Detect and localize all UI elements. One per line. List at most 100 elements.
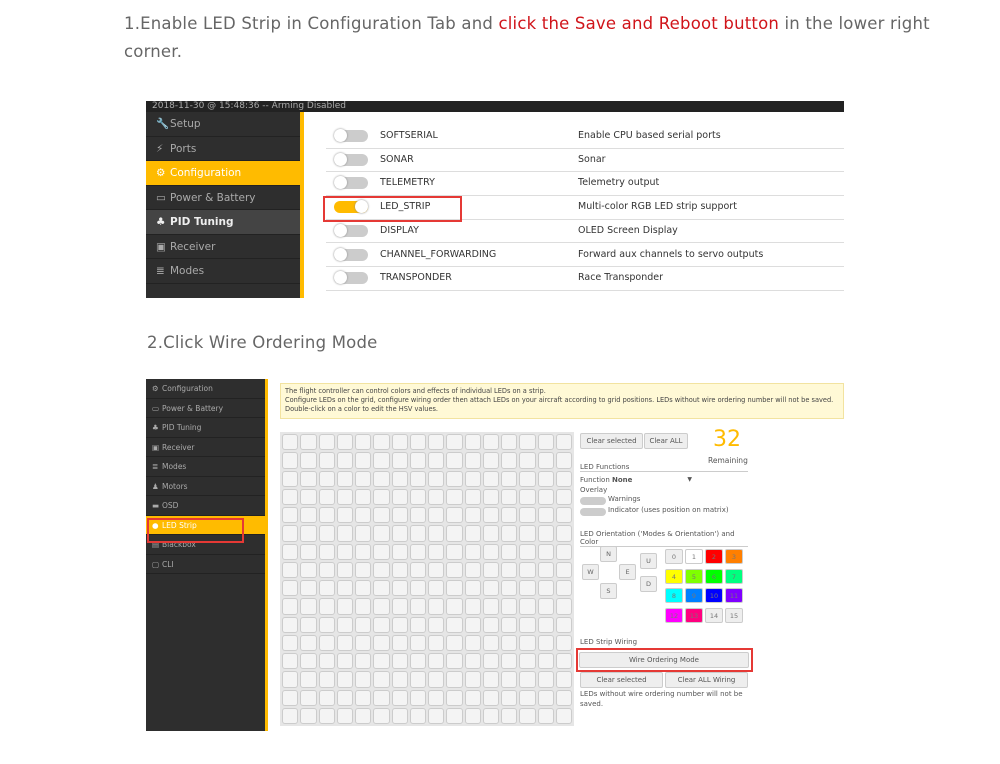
led-cell[interactable]	[501, 525, 518, 542]
warnings-toggle[interactable]	[580, 497, 606, 505]
wire-ordering-mode-button[interactable]: Wire Ordering Mode	[579, 652, 749, 668]
led-cell[interactable]	[446, 707, 463, 724]
led-cell[interactable]	[409, 470, 426, 487]
led-cell[interactable]	[391, 671, 408, 688]
sidebar-item-modes[interactable]: ≣ Modes	[146, 259, 300, 284]
led-cell[interactable]	[555, 525, 572, 542]
led-cell[interactable]	[373, 452, 390, 469]
led-cell[interactable]	[355, 598, 372, 615]
led-cell[interactable]	[300, 434, 317, 451]
color-swatch[interactable]: 7	[725, 568, 743, 584]
led-cell[interactable]	[446, 434, 463, 451]
led-cell[interactable]	[409, 525, 426, 542]
led-cell[interactable]	[428, 689, 445, 706]
led-cell[interactable]	[428, 488, 445, 505]
led-cell[interactable]	[409, 634, 426, 651]
led-cell[interactable]	[318, 561, 335, 578]
color-swatch[interactable]: 5	[685, 568, 703, 584]
led-cell[interactable]	[555, 507, 572, 524]
led-cell[interactable]	[300, 653, 317, 670]
led-cell[interactable]	[428, 707, 445, 724]
led-cell[interactable]	[391, 525, 408, 542]
led-cell[interactable]	[482, 452, 499, 469]
led-cell[interactable]	[482, 580, 499, 597]
led-cell[interactable]	[519, 598, 536, 615]
led-cell[interactable]	[373, 598, 390, 615]
led-cell[interactable]	[519, 671, 536, 688]
led-cell[interactable]	[409, 434, 426, 451]
color-swatch[interactable]: 6	[705, 568, 723, 584]
sidebar-item-receiver[interactable]: ▣ Receiver	[146, 235, 300, 259]
color-swatch[interactable]: 4	[665, 568, 683, 584]
led-cell[interactable]	[409, 671, 426, 688]
led-cell[interactable]	[282, 707, 299, 724]
color-swatch[interactable]: 3	[725, 549, 743, 564]
led-cell[interactable]	[391, 470, 408, 487]
led-cell[interactable]	[428, 507, 445, 524]
led-cell[interactable]	[446, 470, 463, 487]
direction-u-button[interactable]: U	[640, 553, 657, 569]
indicator-toggle[interactable]	[580, 508, 606, 516]
color-swatch[interactable]: 2	[705, 549, 723, 564]
led-cell[interactable]	[300, 452, 317, 469]
color-swatch[interactable]: 13	[685, 607, 703, 623]
led-cell[interactable]	[373, 434, 390, 451]
led-cell[interactable]	[373, 488, 390, 505]
led-cell[interactable]	[282, 671, 299, 688]
led-cell[interactable]	[336, 452, 353, 469]
led-cell[interactable]	[282, 653, 299, 670]
led-cell[interactable]	[300, 488, 317, 505]
color-swatch[interactable]: 1	[685, 549, 703, 564]
led-cell[interactable]	[300, 616, 317, 633]
color-swatch[interactable]: 0	[665, 549, 683, 564]
led-cell[interactable]	[318, 689, 335, 706]
led-cell[interactable]	[464, 634, 481, 651]
led-cell[interactable]	[537, 616, 554, 633]
led-cell[interactable]	[282, 488, 299, 505]
led-cell[interactable]	[355, 525, 372, 542]
led-cell[interactable]	[300, 580, 317, 597]
direction-d-button[interactable]: D	[640, 576, 657, 592]
led-cell[interactable]	[519, 470, 536, 487]
led-cell[interactable]	[318, 470, 335, 487]
led-cell[interactable]	[282, 525, 299, 542]
led-cell[interactable]	[519, 561, 536, 578]
led-cell[interactable]	[519, 634, 536, 651]
led-cell[interactable]	[391, 634, 408, 651]
led-cell[interactable]	[336, 507, 353, 524]
led-cell[interactable]	[336, 671, 353, 688]
led-cell[interactable]	[282, 561, 299, 578]
led-cell[interactable]	[519, 653, 536, 670]
led-cell[interactable]	[537, 470, 554, 487]
led-cell[interactable]	[373, 507, 390, 524]
led-cell[interactable]	[464, 580, 481, 597]
led-cell[interactable]	[336, 707, 353, 724]
led-cell[interactable]	[501, 434, 518, 451]
led-cell[interactable]	[482, 488, 499, 505]
led-cell[interactable]	[373, 634, 390, 651]
led-cell[interactable]	[537, 507, 554, 524]
clear-selected-wiring-button[interactable]: Clear selected	[580, 672, 663, 688]
led-cell[interactable]	[555, 671, 572, 688]
led-cell[interactable]	[537, 580, 554, 597]
led-cell[interactable]	[282, 634, 299, 651]
led-cell[interactable]	[555, 488, 572, 505]
led-cell[interactable]	[318, 580, 335, 597]
led-cell[interactable]	[501, 707, 518, 724]
led-cell[interactable]	[501, 561, 518, 578]
sidebar-item-blackbox[interactable]: ▤ Blackbox	[146, 535, 265, 555]
led-cell[interactable]	[391, 707, 408, 724]
led-cell[interactable]	[446, 561, 463, 578]
led-cell[interactable]	[537, 653, 554, 670]
led-cell[interactable]	[282, 452, 299, 469]
led-cell[interactable]	[391, 488, 408, 505]
led-cell[interactable]	[282, 507, 299, 524]
led-cell[interactable]	[336, 689, 353, 706]
led-cell[interactable]	[482, 470, 499, 487]
led-cell[interactable]	[391, 507, 408, 524]
led-cell[interactable]	[391, 598, 408, 615]
led-cell[interactable]	[464, 689, 481, 706]
sidebar-item-configuration[interactable]: ⚙ Configuration	[146, 161, 300, 186]
led-cell[interactable]	[318, 452, 335, 469]
color-swatch[interactable]: 9	[685, 588, 703, 603]
